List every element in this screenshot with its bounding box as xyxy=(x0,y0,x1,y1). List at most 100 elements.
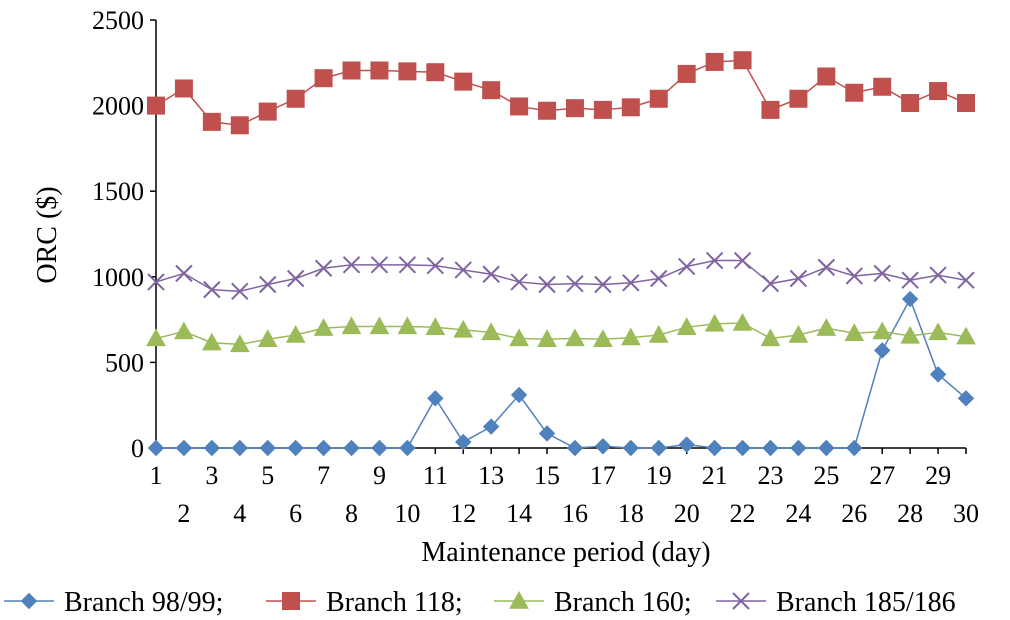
data-point xyxy=(790,439,807,457)
data-point xyxy=(538,275,556,294)
data-point xyxy=(510,97,529,116)
data-point xyxy=(229,334,250,353)
legend-marker xyxy=(20,592,38,610)
data-point xyxy=(845,267,863,285)
x-tick-label: 13 xyxy=(478,461,504,490)
data-point xyxy=(342,61,361,80)
legend-item: Branch 98/99; xyxy=(4,587,223,618)
y-tick-label: 0 xyxy=(131,434,144,463)
x-tick-label: 20 xyxy=(674,499,700,528)
x-tick-label: 12 xyxy=(450,499,476,528)
data-point xyxy=(622,439,640,457)
data-point xyxy=(257,329,278,347)
data-point xyxy=(761,100,780,119)
y-tick-label: 2500 xyxy=(92,6,144,35)
data-point xyxy=(566,274,584,293)
data-point xyxy=(594,275,612,294)
x-tick-label: 19 xyxy=(646,461,672,490)
data-point xyxy=(901,271,919,289)
data-point xyxy=(146,328,166,347)
data-point xyxy=(399,439,416,457)
data-point xyxy=(482,265,500,283)
data-point xyxy=(844,323,865,341)
x-tick-label: 17 xyxy=(590,461,616,490)
data-point xyxy=(231,439,249,457)
data-point xyxy=(342,256,361,274)
data-point xyxy=(956,326,976,345)
data-point xyxy=(734,439,751,457)
legend-label: Branch 98/99; xyxy=(64,587,223,618)
data-point xyxy=(650,269,668,288)
x-tick-label: 3 xyxy=(205,461,218,490)
data-point xyxy=(761,274,780,293)
data-point xyxy=(258,102,277,121)
x-tick-label: 26 xyxy=(841,499,867,528)
x-tick-label: 30 xyxy=(953,499,979,528)
data-point xyxy=(538,101,557,120)
y-tick-label: 2000 xyxy=(92,92,144,121)
y-tick-label: 1000 xyxy=(92,263,144,292)
data-point xyxy=(565,99,584,118)
x-tick-label: 25 xyxy=(813,461,839,490)
data-point xyxy=(454,72,473,91)
data-point xyxy=(957,390,975,407)
data-point xyxy=(566,439,584,457)
legend-marker xyxy=(282,592,300,610)
data-point xyxy=(482,418,500,435)
data-point xyxy=(817,67,836,86)
data-point xyxy=(231,282,249,301)
data-point xyxy=(455,433,472,451)
data-point xyxy=(901,94,920,113)
legend-label: Branch 185/186 xyxy=(776,587,956,618)
data-point xyxy=(174,79,193,98)
data-point xyxy=(259,275,277,294)
data-point xyxy=(929,82,948,101)
data-point xyxy=(454,261,472,279)
data-point xyxy=(259,439,276,457)
x-axis-title: Maintenance period (day) xyxy=(421,537,710,568)
data-point xyxy=(314,259,333,277)
x-tick-label: 29 xyxy=(925,461,951,490)
legend-marker xyxy=(732,592,750,610)
y-tick-label: 500 xyxy=(105,348,144,377)
legend: Branch 98/99; Branch 118; Branch 160; Branc… xyxy=(4,587,956,618)
data-point xyxy=(621,98,640,117)
data-point xyxy=(873,264,891,283)
data-point xyxy=(593,100,612,119)
y-tick-label: 1500 xyxy=(92,177,144,206)
data-point xyxy=(453,319,474,338)
x-tick-label: 14 xyxy=(506,499,532,528)
x-tick-label: 5 xyxy=(261,461,274,490)
data-point xyxy=(481,322,502,341)
data-point xyxy=(676,317,697,336)
series-1 xyxy=(147,290,975,457)
data-point xyxy=(733,51,752,70)
data-point xyxy=(705,251,724,270)
data-point xyxy=(732,312,753,331)
data-point xyxy=(677,64,696,83)
data-point xyxy=(762,439,779,457)
data-point xyxy=(817,258,836,277)
data-point xyxy=(845,83,864,102)
data-point xyxy=(397,316,418,335)
x-tick-label: 27 xyxy=(869,461,895,490)
data-point xyxy=(760,328,781,347)
data-point xyxy=(538,425,556,442)
data-point xyxy=(287,439,304,457)
x-tick-label: 24 xyxy=(785,499,811,528)
x-tick-label: 18 xyxy=(618,499,644,528)
series-3 xyxy=(146,312,976,353)
data-point xyxy=(370,61,389,80)
axes xyxy=(150,19,967,454)
data-point xyxy=(846,439,863,457)
data-point xyxy=(649,89,668,108)
data-point xyxy=(537,329,557,347)
data-point xyxy=(510,273,528,291)
series-line xyxy=(155,59,967,127)
x-tick-label: 1 xyxy=(150,461,163,490)
data-point xyxy=(704,313,725,332)
x-tick-labels: 1 3 5 7 9 11 13 15 17 19 21 23 25 27 292 4 6 8 10 12 14 16 18 2… xyxy=(150,461,980,528)
data-point xyxy=(509,328,529,347)
x-tick-label: 6 xyxy=(289,499,302,528)
x-tick-label: 15 xyxy=(534,461,560,490)
